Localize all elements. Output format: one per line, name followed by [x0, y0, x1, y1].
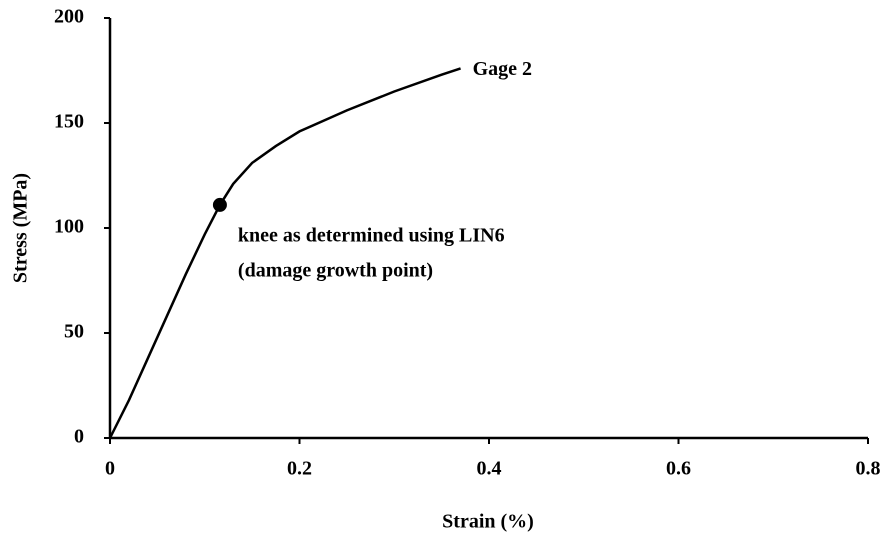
y-tick-label: 200 [54, 6, 84, 28]
x-tick-label: 0.2 [287, 458, 312, 480]
x-tick-label: 0.4 [477, 458, 502, 480]
x-tick-label: 0.6 [666, 458, 691, 480]
y-tick-label: 100 [54, 216, 84, 238]
knee-point [212, 197, 227, 212]
y-tick-label: 0 [74, 426, 84, 448]
x-axis-title: Strain (%) [442, 511, 534, 533]
annotation: knee as determined using LIN6 [238, 224, 505, 246]
annotation: (damage growth point) [238, 259, 433, 281]
x-tick-label: 0.8 [856, 458, 881, 480]
y-tick-label: 50 [64, 321, 84, 343]
y-tick-label: 150 [54, 111, 84, 133]
y-axis-title: Stress (MPa) [10, 173, 32, 283]
line [108, 67, 461, 439]
series-label: Gage 2 [473, 58, 532, 80]
x-tick-label: 0 [105, 458, 115, 480]
